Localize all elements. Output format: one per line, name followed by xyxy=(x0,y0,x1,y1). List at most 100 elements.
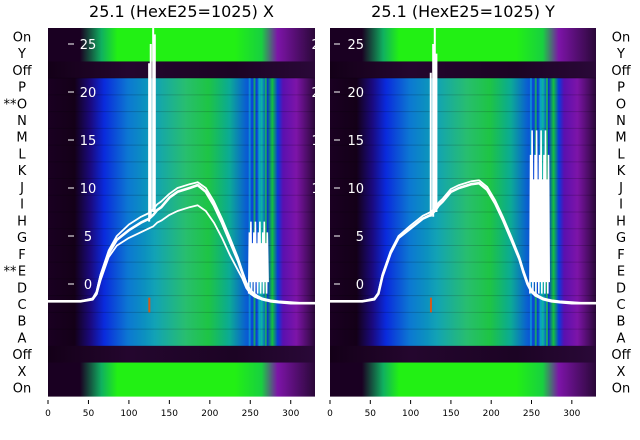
row-label-h: H xyxy=(17,214,27,229)
x-tick-label: 250 xyxy=(242,409,259,419)
row-label-off: Off xyxy=(12,348,32,363)
y-tick-label: 5 xyxy=(320,230,328,245)
row-label-b: B xyxy=(18,315,27,330)
x-tick-label: 150 xyxy=(161,409,178,419)
y-tick-label: 0 xyxy=(356,278,364,293)
row-label-x: X xyxy=(617,365,626,380)
y-tick-label: 15 xyxy=(347,134,364,149)
y-tick-label: 10 xyxy=(311,182,328,197)
row-label-g: G xyxy=(616,231,626,246)
heatmap-row-off xyxy=(330,345,596,364)
row-label-n: N xyxy=(616,114,626,129)
heatmap-streak xyxy=(264,78,267,346)
y-tick-label: 20 xyxy=(311,86,328,101)
row-label-b: B xyxy=(617,315,626,330)
row-label-y: Y xyxy=(616,47,625,62)
row-label-f: F xyxy=(18,248,25,263)
row-marker: ** xyxy=(4,265,18,280)
heatmap-artifact xyxy=(148,297,151,313)
row-label-on: On xyxy=(612,382,630,397)
heatmap-streak xyxy=(253,78,256,346)
heatmap-streak xyxy=(258,78,261,346)
x-tick-label: 0 xyxy=(327,409,333,419)
row-label-y: Y xyxy=(17,47,26,62)
row-label-j: J xyxy=(19,181,24,196)
row-label-i: I xyxy=(20,198,24,213)
y-tick-label: 10 xyxy=(347,182,364,197)
chart-panel-1: 25.1 (HexE25=1025) Y 0 0 5 5 10 10 15 15 20 20 25 25… xyxy=(311,2,631,419)
heatmap-row-on xyxy=(330,379,596,397)
x-tick-label: 100 xyxy=(402,409,419,419)
row-label-j: J xyxy=(618,181,623,196)
heatmap-row-off xyxy=(330,61,596,79)
y-tick-label: 20 xyxy=(347,86,364,101)
row-label-i: I xyxy=(619,198,623,213)
heatmap-row-y xyxy=(330,44,596,63)
row-label-x: X xyxy=(18,365,27,380)
heatmap-row-x xyxy=(330,362,596,380)
y-tick-label: 10 xyxy=(80,182,97,197)
row-label-c: C xyxy=(616,298,625,313)
row-label-d: D xyxy=(616,281,626,296)
heatmap-artifact xyxy=(429,297,432,313)
x-tick-label: 200 xyxy=(483,409,500,419)
heatmap-streak xyxy=(248,78,251,346)
y-tick-label: 0 xyxy=(84,278,92,293)
x-tick-label: 300 xyxy=(282,409,299,419)
y-tick-label: 25 xyxy=(311,38,328,53)
row-label-e: E xyxy=(617,265,625,280)
row-label-a: A xyxy=(18,331,27,346)
x-tick-label: 300 xyxy=(563,409,580,419)
heatmap-row-y xyxy=(48,44,315,63)
row-label-m: M xyxy=(615,131,626,146)
y-tick-label: 15 xyxy=(311,134,328,149)
row-label-n: N xyxy=(17,114,27,129)
series-line-1 xyxy=(330,179,596,305)
row-label-off: Off xyxy=(611,348,631,363)
heatmap-row-on xyxy=(330,28,596,46)
x-tick-label: 0 xyxy=(45,409,51,419)
row-label-h: H xyxy=(616,214,626,229)
row-label-f: F xyxy=(617,248,624,263)
row-label-a: A xyxy=(617,331,626,346)
x-tick-label: 50 xyxy=(83,409,95,419)
row-label-on: On xyxy=(612,30,630,45)
x-tick-label: 150 xyxy=(442,409,459,419)
row-label-o: O xyxy=(17,97,27,112)
x-tick-label: 250 xyxy=(523,409,540,419)
row-label-on: On xyxy=(13,382,31,397)
y-tick-label: 0 xyxy=(320,278,328,293)
y-tick-label: 15 xyxy=(80,134,97,149)
y-tick-label: 5 xyxy=(84,230,92,245)
row-label-m: M xyxy=(16,131,27,146)
series-line-1 xyxy=(48,181,315,305)
row-label-d: D xyxy=(17,281,27,296)
heatmap-row-on xyxy=(48,379,315,397)
row-label-k: K xyxy=(18,164,27,179)
heatmap-row-off xyxy=(48,345,315,364)
row-label-p: P xyxy=(18,81,26,96)
heatmap-row-on xyxy=(48,28,315,46)
series-line-2 xyxy=(48,204,315,305)
row-label-p: P xyxy=(617,81,625,96)
heatmap-row-off xyxy=(48,61,315,79)
heatmap-highlight xyxy=(426,78,508,346)
x-tick-label: 100 xyxy=(120,409,137,419)
heatmap-row-x xyxy=(48,362,315,380)
row-label-off: Off xyxy=(611,64,631,79)
chart-title: 25.1 (HexE25=1025) X xyxy=(89,2,274,21)
row-label-g: G xyxy=(17,231,27,246)
row-label-c: C xyxy=(17,298,26,313)
row-label-off: Off xyxy=(12,64,32,79)
heatmap-highlight xyxy=(145,78,226,346)
row-label-l: L xyxy=(18,147,26,162)
row-marker: ** xyxy=(4,97,18,112)
y-tick-label: 5 xyxy=(356,230,364,245)
row-label-l: L xyxy=(617,147,625,162)
burst-line xyxy=(247,221,269,294)
row-label-on: On xyxy=(13,30,31,45)
row-label-e: E xyxy=(18,265,26,280)
x-tick-label: 200 xyxy=(201,409,218,419)
